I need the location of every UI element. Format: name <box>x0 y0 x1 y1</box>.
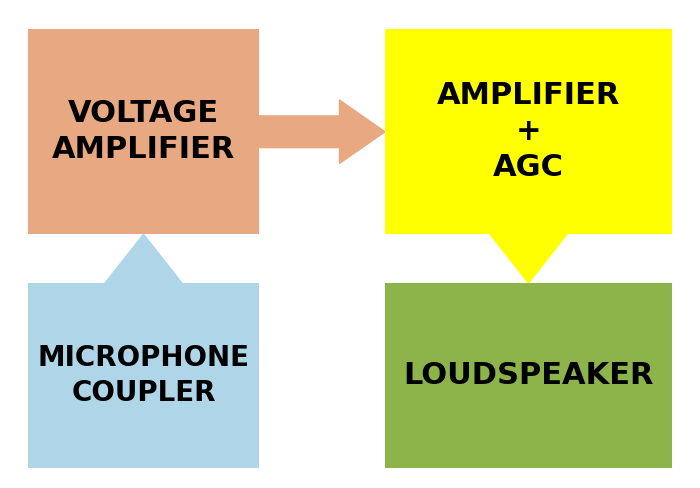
Text: LOUDSPEAKER: LOUDSPEAKER <box>403 361 654 390</box>
Text: VOLTAGE
AMPLIFIER: VOLTAGE AMPLIFIER <box>52 100 235 164</box>
FancyArrow shape <box>490 234 567 283</box>
FancyArrow shape <box>105 234 182 283</box>
FancyArrow shape <box>259 100 385 163</box>
Text: AMPLIFIER
+
AGC: AMPLIFIER + AGC <box>437 81 620 182</box>
FancyBboxPatch shape <box>385 29 672 234</box>
FancyBboxPatch shape <box>28 29 259 234</box>
Text: MICROPHONE
COUPLER: MICROPHONE COUPLER <box>38 345 249 407</box>
FancyBboxPatch shape <box>385 283 672 468</box>
FancyBboxPatch shape <box>28 283 259 468</box>
